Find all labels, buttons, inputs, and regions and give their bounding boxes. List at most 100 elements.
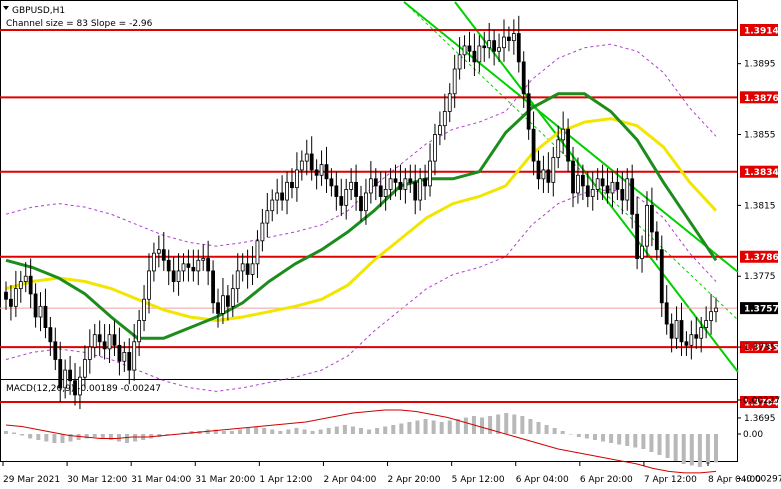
candle-body — [714, 307, 718, 313]
candle-body — [620, 189, 625, 201]
candle-body — [674, 320, 679, 339]
candle-body — [403, 178, 408, 190]
price-tick-label: 1.3695 — [744, 414, 776, 424]
level-price-label: 1.3834 — [744, 168, 779, 178]
candle-body — [709, 311, 713, 321]
macd-histogram-bar — [36, 434, 41, 440]
macd-histogram-bar — [512, 414, 517, 434]
macd-histogram-bar — [116, 434, 121, 442]
candle-body — [339, 196, 344, 206]
horizontal-levels: 1.3914 1.3876 1.3834 1.3786 1.3735 1.3704 1.37… — [0, 24, 779, 409]
candle-body — [186, 263, 191, 268]
macd-histogram-bar — [415, 420, 420, 434]
candle-body — [349, 181, 354, 190]
macd-histogram-bar — [480, 417, 485, 434]
candle-body — [225, 295, 230, 307]
symbol-dropdown-icon[interactable] — [3, 6, 9, 10]
macd-tick-label: 0.00 — [743, 430, 763, 440]
candle-body — [664, 302, 669, 325]
candle-body — [590, 189, 595, 197]
candle-body — [211, 270, 215, 304]
level-price-label: 1.3704 — [744, 399, 779, 409]
macd-histogram-bar — [100, 434, 105, 439]
macd-histogram-bar — [633, 434, 638, 448]
candle-body — [191, 266, 196, 272]
level-price-tag — [740, 341, 778, 354]
candle-body — [73, 380, 77, 396]
candle-body — [580, 174, 585, 187]
level-price-tag — [740, 91, 778, 104]
candle-body — [433, 134, 437, 162]
candle-body — [304, 153, 309, 162]
macd-tick-label: -0.00297 — [743, 474, 781, 484]
candle-body — [299, 160, 304, 171]
macd-histogram-bar — [270, 429, 275, 434]
candle-body — [457, 54, 462, 70]
macd-label: MACD(12,26,9) -0.00189 -0.00247 — [6, 384, 161, 394]
candle-body — [368, 178, 373, 194]
macd-histogram-bar — [334, 426, 339, 434]
macd-histogram-bar — [625, 434, 630, 446]
candle-body — [255, 240, 260, 265]
candle-body — [329, 178, 334, 187]
candle-body — [659, 249, 664, 304]
candle-body — [492, 40, 497, 52]
candle-body — [285, 181, 289, 201]
macd-histogram-bar — [697, 434, 702, 467]
candle-body — [428, 160, 432, 187]
level-price-label: 1.3876 — [744, 94, 779, 104]
candle-body — [240, 263, 245, 272]
macd-histogram-bar — [431, 420, 436, 434]
candle-body — [398, 181, 403, 190]
candle-body — [541, 169, 546, 180]
candle-body — [275, 192, 280, 201]
candle-body — [28, 275, 33, 295]
time-tick-label: 30 Mar 12:00 — [67, 475, 127, 485]
candle-body — [63, 369, 68, 389]
candle-body — [354, 181, 358, 197]
macd-histogram-bar — [714, 434, 718, 463]
macd-histogram-bar — [504, 413, 509, 434]
macd-histogram-bar — [544, 425, 549, 434]
candle-body — [127, 351, 132, 371]
candle-body — [295, 169, 299, 189]
price-tick-label: 1.3735 — [744, 343, 776, 353]
candle-body — [511, 33, 516, 42]
candle-body — [571, 160, 575, 194]
candle-body — [270, 199, 275, 212]
candle-body — [78, 376, 82, 396]
candle-body — [694, 334, 699, 339]
candle-body — [260, 222, 265, 242]
candle-body — [137, 320, 142, 343]
macd-histogram-bar — [350, 426, 355, 434]
candle-body — [393, 178, 398, 183]
candle-body — [156, 249, 161, 254]
candle-body — [383, 189, 388, 197]
candle-body — [176, 270, 181, 282]
candle-body — [58, 359, 63, 389]
candle-body — [561, 128, 566, 141]
macd-histogram-bar — [568, 434, 573, 435]
macd-histogram-bar — [28, 434, 33, 439]
macd-histogram-bar — [213, 429, 218, 434]
level-price-label: 1.3735 — [744, 344, 779, 354]
candle-body — [107, 334, 112, 350]
macd-histogram-bar — [60, 434, 65, 443]
candle-body — [536, 160, 541, 180]
candle-body — [48, 327, 53, 343]
candle-body — [9, 298, 13, 307]
candle-body — [669, 323, 674, 339]
candle-body — [290, 181, 294, 189]
candle-body — [250, 263, 255, 275]
candle-body — [82, 359, 87, 378]
candle-body — [467, 45, 472, 52]
candle-body — [344, 189, 349, 206]
candle-body — [201, 258, 206, 261]
candle-body — [33, 293, 38, 318]
candle-body — [507, 36, 511, 42]
candle-body — [13, 288, 18, 307]
candle-body — [576, 174, 580, 194]
candle-body — [102, 341, 107, 350]
candle-body — [265, 210, 270, 224]
candle-body — [462, 45, 467, 56]
